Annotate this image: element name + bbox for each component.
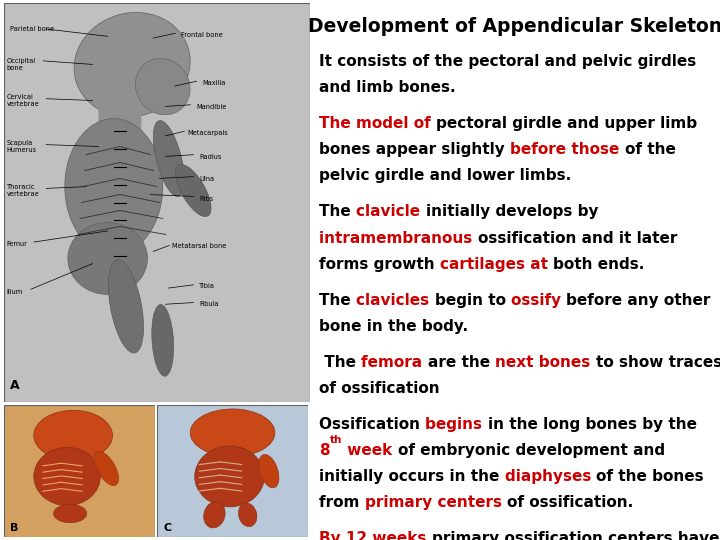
- Ellipse shape: [68, 222, 148, 294]
- FancyBboxPatch shape: [4, 3, 310, 402]
- Text: pelvic girdle and lower limbs.: pelvic girdle and lower limbs.: [319, 168, 572, 184]
- Text: clavicles: clavicles: [356, 293, 435, 308]
- Text: The: The: [319, 204, 356, 219]
- Text: are the: are the: [428, 355, 495, 370]
- Text: Cervical
vertebrae: Cervical vertebrae: [6, 94, 40, 107]
- Text: from: from: [319, 495, 365, 510]
- Ellipse shape: [65, 119, 163, 254]
- Text: forms growth: forms growth: [319, 256, 440, 272]
- Text: clavicle: clavicle: [356, 204, 426, 219]
- Text: Ulna: Ulna: [199, 176, 215, 181]
- Text: Radius: Radius: [199, 153, 222, 159]
- Text: primary ossification centers have: primary ossification centers have: [432, 531, 719, 540]
- Text: of embryonic development and: of embryonic development and: [397, 443, 665, 458]
- Text: both ends.: both ends.: [554, 256, 644, 272]
- Ellipse shape: [194, 446, 264, 507]
- Ellipse shape: [135, 58, 190, 115]
- Text: in the long bones by the: in the long bones by the: [487, 417, 697, 432]
- Text: Development of Appendicular Skeleton: Development of Appendicular Skeleton: [307, 17, 720, 36]
- Ellipse shape: [204, 502, 225, 528]
- Ellipse shape: [190, 409, 275, 457]
- Ellipse shape: [176, 164, 211, 217]
- Text: begins: begins: [426, 417, 487, 432]
- Text: before those: before those: [510, 142, 625, 157]
- Text: Ossification: Ossification: [319, 417, 426, 432]
- Text: Parietal bone: Parietal bone: [10, 26, 54, 32]
- Text: femora: femora: [361, 355, 428, 370]
- Text: The model of: The model of: [319, 116, 436, 131]
- Text: cartilages at: cartilages at: [440, 256, 554, 272]
- Ellipse shape: [258, 455, 279, 488]
- Text: It consists of the pectoral and pelvic girdles: It consists of the pectoral and pelvic g…: [319, 54, 696, 69]
- Text: Scapula
Humerus: Scapula Humerus: [6, 140, 37, 153]
- Text: begin to: begin to: [435, 293, 511, 308]
- Text: pectoral girdle and upper limb: pectoral girdle and upper limb: [436, 116, 698, 131]
- Text: of ossification.: of ossification.: [507, 495, 634, 510]
- Text: initially occurs in the: initially occurs in the: [319, 469, 505, 484]
- FancyBboxPatch shape: [157, 405, 308, 537]
- FancyBboxPatch shape: [99, 83, 141, 139]
- Ellipse shape: [153, 120, 184, 197]
- Text: to show traces: to show traces: [595, 355, 720, 370]
- Text: C: C: [163, 523, 171, 534]
- Text: 8: 8: [319, 443, 330, 458]
- Text: th: th: [330, 435, 342, 445]
- Text: diaphyses: diaphyses: [505, 469, 596, 484]
- Text: Frontal bone: Frontal bone: [181, 32, 222, 38]
- Text: bones appear slightly: bones appear slightly: [319, 142, 510, 157]
- Text: and limb bones.: and limb bones.: [319, 80, 456, 95]
- Text: Femur: Femur: [6, 241, 27, 247]
- Text: of ossification: of ossification: [319, 381, 440, 396]
- Text: Ribs: Ribs: [199, 195, 214, 201]
- Ellipse shape: [94, 451, 119, 485]
- Text: By 12 weeks: By 12 weeks: [319, 531, 432, 540]
- Text: Maxilla: Maxilla: [202, 79, 226, 86]
- Text: intramembranous: intramembranous: [319, 231, 478, 246]
- Ellipse shape: [53, 504, 87, 523]
- Text: ossification and it later: ossification and it later: [478, 231, 677, 246]
- Text: A: A: [10, 379, 19, 392]
- Text: next bones: next bones: [495, 355, 595, 370]
- Text: B: B: [9, 523, 18, 534]
- Text: initially develops by: initially develops by: [426, 204, 598, 219]
- Text: week: week: [342, 443, 397, 458]
- Ellipse shape: [109, 260, 143, 353]
- Text: Metacarpals: Metacarpals: [187, 130, 228, 136]
- Text: Occipital
bone: Occipital bone: [6, 58, 36, 71]
- Text: of the: of the: [625, 142, 676, 157]
- Text: of the bones: of the bones: [596, 469, 704, 484]
- Text: Tibia: Tibia: [199, 284, 215, 289]
- Text: ossify: ossify: [511, 293, 566, 308]
- Text: Mandible: Mandible: [197, 104, 227, 110]
- Text: bone in the body.: bone in the body.: [319, 319, 469, 334]
- Text: The: The: [319, 293, 356, 308]
- Text: Fibula: Fibula: [199, 301, 219, 307]
- Ellipse shape: [34, 447, 100, 505]
- Text: Metatarsal bone: Metatarsal bone: [172, 244, 226, 249]
- Text: primary centers: primary centers: [365, 495, 507, 510]
- Text: Ilium: Ilium: [6, 289, 23, 295]
- Text: Thoracic
vertebrae: Thoracic vertebrae: [6, 184, 40, 197]
- Ellipse shape: [34, 410, 112, 461]
- Text: before any other: before any other: [566, 293, 711, 308]
- Text: The: The: [319, 355, 361, 370]
- Ellipse shape: [74, 12, 190, 117]
- Ellipse shape: [238, 503, 257, 526]
- FancyBboxPatch shape: [4, 405, 155, 537]
- Ellipse shape: [152, 305, 174, 376]
